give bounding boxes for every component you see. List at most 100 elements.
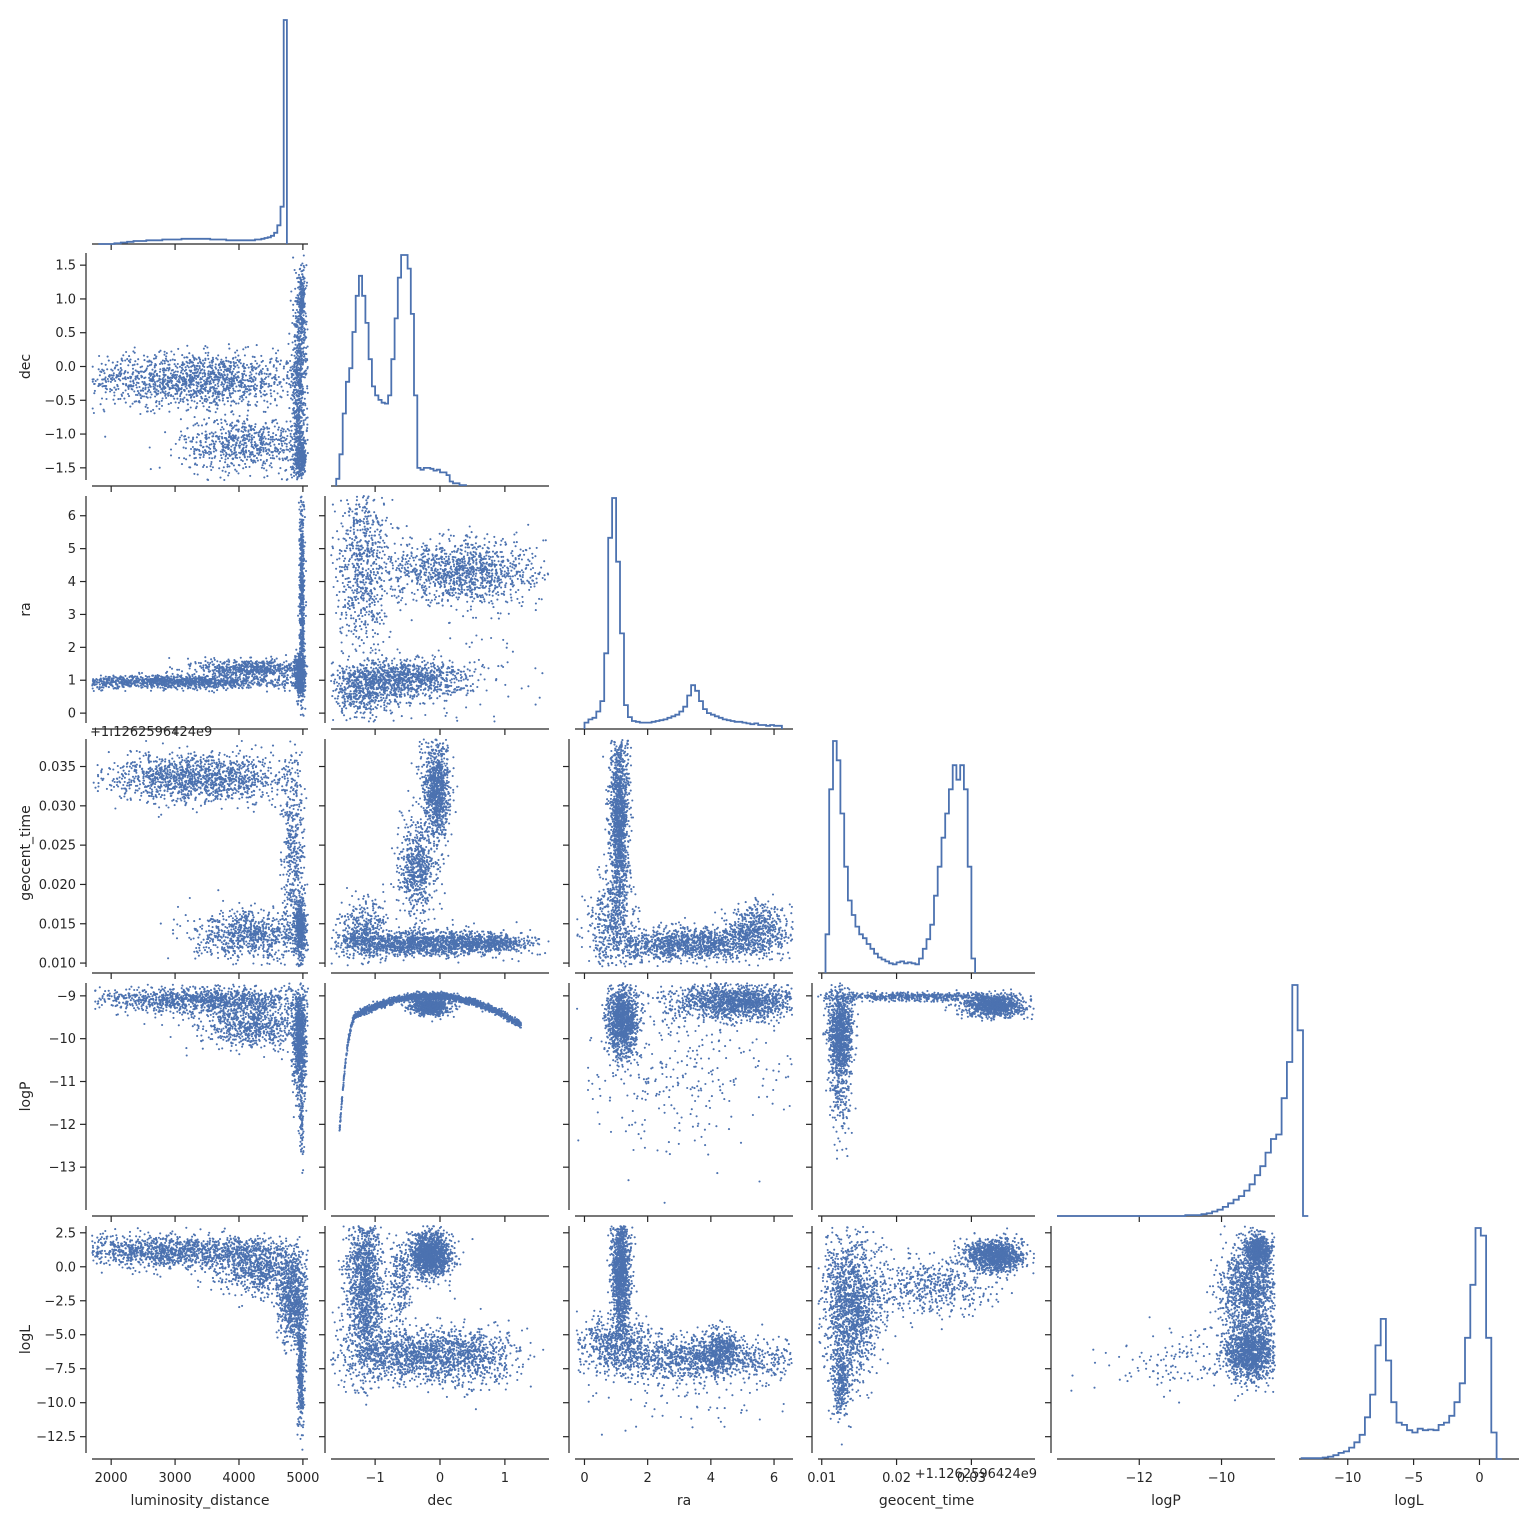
scatter-point — [132, 384, 135, 387]
scatter-point — [221, 441, 224, 444]
scatter-point — [260, 382, 263, 385]
scatter-point — [248, 403, 252, 407]
scatter-point — [129, 380, 132, 383]
scatter-point — [230, 392, 233, 395]
scatter-point — [148, 359, 151, 362]
scatter-point — [300, 416, 303, 419]
scatter-point — [261, 444, 264, 447]
scatter-point — [153, 375, 156, 378]
scatter-point — [99, 370, 102, 373]
scatter-point — [301, 276, 304, 279]
scatter-point — [128, 676, 131, 679]
panel-dec-vs-luminosity_distance — [80, 253, 308, 492]
scatter-point — [302, 327, 306, 330]
scatter-point — [195, 670, 198, 673]
scatter-point — [270, 466, 273, 469]
scatter-point — [225, 451, 228, 454]
scatter-point — [99, 674, 102, 677]
scatter-point — [243, 354, 246, 357]
scatter-point — [226, 463, 229, 466]
scatter-point — [263, 476, 266, 479]
scatter-point — [249, 686, 252, 689]
scatter-point — [298, 321, 301, 324]
scatter-point — [165, 396, 168, 400]
scatter-point — [143, 685, 146, 688]
scatter-point — [174, 401, 177, 404]
scatter-point — [201, 359, 205, 362]
scatter-point — [208, 456, 211, 460]
scatter-point — [242, 682, 245, 685]
scatter-point — [293, 397, 296, 400]
scatter-point — [191, 445, 194, 449]
y-axis-label-geocent_time: geocent_time — [18, 805, 34, 900]
scatter-point — [204, 688, 207, 691]
scatter-point — [180, 434, 183, 437]
scatter-point — [222, 387, 226, 390]
scatter-point — [93, 389, 96, 392]
scatter-point — [240, 430, 243, 433]
scatter-point — [168, 678, 171, 681]
scatter-point — [217, 368, 220, 372]
scatter-point — [192, 436, 195, 439]
scatter-point — [265, 450, 268, 453]
scatter-point — [177, 401, 181, 404]
scatter-point — [116, 687, 120, 690]
scatter-point — [249, 474, 252, 477]
x-axis-label-geocent_time: geocent_time — [879, 1493, 974, 1509]
scatter-point — [300, 376, 303, 379]
scatter-point — [225, 438, 228, 441]
scatter-point — [228, 465, 231, 468]
scatter-point — [181, 687, 184, 690]
scatter-point — [225, 370, 228, 373]
scatter-point — [253, 441, 256, 444]
scatter-point — [180, 369, 183, 372]
scatter-point — [140, 676, 143, 679]
scatter-point — [223, 679, 226, 682]
scatter-point — [219, 454, 223, 457]
scatter-point — [296, 351, 300, 354]
scatter-point — [241, 422, 244, 425]
scatter-point — [300, 454, 303, 457]
scatter-point — [275, 378, 278, 381]
scatter-point — [300, 452, 303, 455]
x-tick-label: 0.02 — [882, 1471, 911, 1486]
scatter-point — [142, 395, 146, 398]
scatter-point — [302, 430, 305, 433]
scatter-point — [116, 385, 119, 388]
scatter-point — [224, 458, 227, 461]
scatter-point — [208, 690, 211, 693]
scatter-point — [230, 684, 233, 687]
scatter-point — [115, 388, 118, 391]
x-tick-label: 4000 — [222, 1471, 255, 1486]
scatter-point — [238, 446, 241, 449]
scatter-point — [292, 373, 295, 377]
scatter-point — [297, 457, 300, 460]
scatter-point — [158, 375, 161, 378]
scatter-point — [197, 375, 200, 378]
scatter-point — [208, 381, 211, 384]
scatter-point — [232, 361, 235, 364]
scatter-point — [269, 444, 272, 448]
scatter-point — [238, 389, 241, 392]
scatter-point — [214, 411, 217, 414]
scatter-point — [298, 304, 301, 307]
scatter-point — [231, 427, 234, 430]
scatter-point — [168, 388, 171, 391]
scatter-point — [262, 460, 265, 463]
scatter-point — [187, 436, 190, 439]
scatter-point — [177, 406, 180, 409]
scatter-point — [215, 397, 218, 400]
y-tick-label: −10.0 — [36, 1396, 76, 1411]
scatter-point — [301, 322, 304, 326]
scatter-point — [116, 683, 119, 687]
scatter-point — [227, 360, 230, 363]
y-tick-label: 0.035 — [39, 760, 76, 775]
scatter-point — [197, 680, 200, 683]
x-tick-label: 0.01 — [807, 1471, 836, 1486]
scatter-point — [210, 431, 213, 434]
scatter-point — [217, 679, 220, 682]
scatter-point — [296, 345, 299, 349]
scatter-point — [133, 390, 136, 393]
scatter-point — [306, 416, 309, 419]
scatter-point — [124, 674, 127, 677]
